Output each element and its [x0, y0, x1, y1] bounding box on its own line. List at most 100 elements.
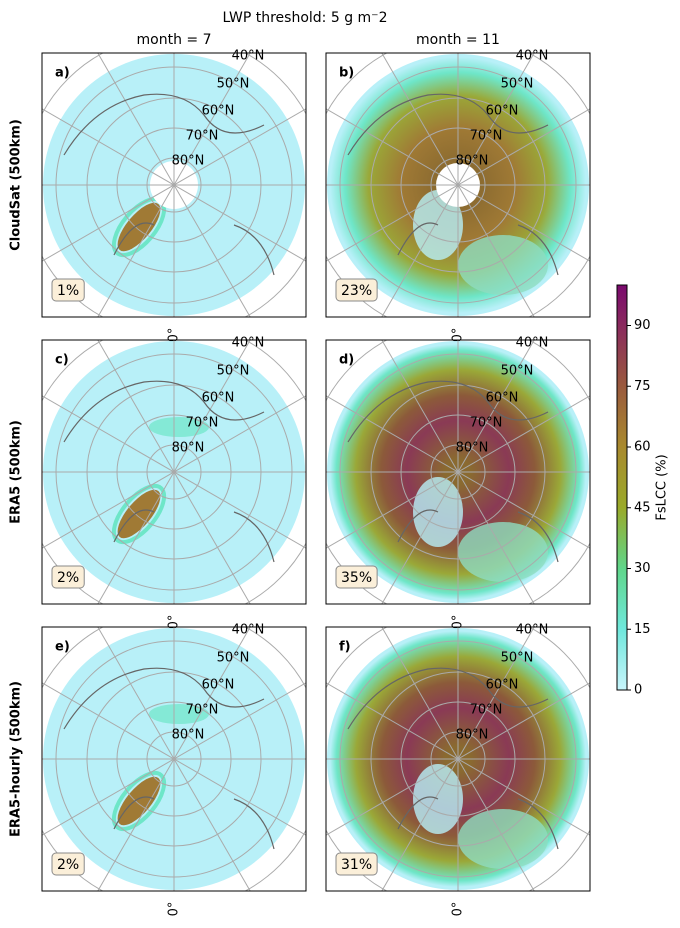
meridian-label: 0°: [451, 615, 466, 630]
latitude-label: 80°N: [172, 441, 205, 456]
panel-frame: [41, 52, 307, 318]
latitude-label: 50°N: [501, 364, 534, 379]
fslcc-value: 35%: [341, 570, 372, 586]
fslcc-box: [51, 852, 85, 876]
panel-letter: a): [55, 66, 70, 81]
coastline: [347, 380, 559, 563]
meridian-label: 0°: [451, 902, 466, 917]
meridian-label: 0°: [167, 615, 182, 630]
panel-frame: [325, 339, 591, 605]
latitude-label: 80°N: [172, 154, 205, 169]
colorbar-tick-label: 75: [634, 379, 651, 394]
latitude-label: 80°N: [456, 728, 489, 743]
latitude-label: 50°N: [217, 77, 250, 92]
latitude-label: 60°N: [202, 104, 235, 119]
meridian: [326, 108, 590, 262]
map-panel: [326, 340, 590, 604]
meridian-label: 0°: [167, 328, 182, 343]
meridian-label: 0°: [167, 902, 182, 917]
latitude-label: 80°N: [172, 728, 205, 743]
panel-frame: [325, 52, 591, 318]
fslcc-value: 2%: [57, 570, 79, 586]
latitude-label: 70°N: [186, 703, 219, 718]
meridian-label: 0°: [451, 328, 466, 343]
map-panel: [42, 53, 306, 317]
latitude-label: 70°N: [186, 416, 219, 431]
colorbar-tick-label: 45: [634, 500, 651, 515]
latitude-label: 40°N: [232, 49, 265, 64]
latitude-label: 60°N: [486, 104, 519, 119]
meridian: [326, 682, 590, 836]
fslcc-box: [335, 565, 378, 589]
greenland-field: [117, 202, 161, 252]
panel-frame: [41, 626, 307, 892]
greenland-field: [117, 489, 161, 539]
greenland-field: [117, 776, 161, 826]
colorbar-tick-label: 30: [634, 561, 651, 576]
fslcc-value: 23%: [341, 283, 372, 299]
low-region: [458, 809, 548, 869]
fslcc-box: [51, 278, 85, 302]
arctic-patch: [149, 417, 209, 437]
map-panel: [326, 627, 590, 891]
meridian: [42, 395, 306, 549]
coastline: [63, 380, 275, 563]
row-label: ERA5 (500km): [9, 420, 24, 524]
coastline: [347, 93, 559, 276]
latitude-label: 50°N: [217, 651, 250, 666]
row-label: CloudSat (500km): [9, 119, 24, 251]
colorbar-tick-label: 60: [634, 440, 651, 455]
meridian: [326, 395, 590, 549]
fslcc-value: 1%: [57, 283, 79, 299]
panel-letter: c): [55, 353, 69, 368]
latitude-label: 40°N: [232, 623, 265, 638]
latitude-label: 70°N: [186, 129, 219, 144]
latitude-label: 40°N: [232, 336, 265, 351]
fslcc-value: 2%: [57, 857, 79, 873]
latitude-label: 80°N: [456, 441, 489, 456]
fslcc-box: [335, 278, 378, 302]
latitude-label: 40°N: [516, 336, 549, 351]
latitude-label: 70°N: [470, 416, 503, 431]
column-title: month = 11: [416, 32, 500, 48]
latitude-label: 60°N: [202, 391, 235, 406]
latitude-label: 60°N: [486, 678, 519, 693]
row-label: ERA5-hourly (500km): [9, 681, 24, 837]
latitude-label: 60°N: [202, 678, 235, 693]
panel-letter: f): [339, 640, 351, 655]
colorbar-label: FsLCC (%): [655, 454, 670, 520]
colorbar-tick-label: 90: [634, 318, 651, 333]
latitude-label: 80°N: [456, 154, 489, 169]
column-title: month = 7: [137, 32, 212, 48]
latitude-label: 50°N: [217, 364, 250, 379]
latitude-label: 60°N: [486, 391, 519, 406]
coastline: [63, 667, 275, 850]
fslcc-value: 31%: [341, 857, 372, 873]
low-region: [458, 522, 548, 582]
latitude-label: 40°N: [516, 623, 549, 638]
meridian: [42, 108, 306, 262]
map-panel: [326, 53, 590, 317]
colorbar-tick-label: 15: [634, 622, 651, 637]
panel-frame: [325, 626, 591, 892]
latitude-label: 50°N: [501, 77, 534, 92]
panel-frame: [41, 339, 307, 605]
colorbar: [616, 284, 628, 691]
coastline: [63, 93, 275, 276]
low-region: [458, 235, 548, 295]
colorbar-tick-label: 0: [634, 683, 642, 698]
fslcc-box: [335, 852, 378, 876]
coastline: [347, 667, 559, 850]
latitude-label: 70°N: [470, 703, 503, 718]
panel-letter: d): [339, 353, 354, 368]
fslcc-box: [51, 565, 85, 589]
map-panel: [42, 627, 306, 891]
figure-title: LWP threshold: 5 g m⁻2: [223, 10, 388, 26]
map-panel: [42, 340, 306, 604]
panel-letter: e): [55, 640, 70, 655]
panel-letter: b): [339, 66, 354, 81]
latitude-label: 40°N: [516, 49, 549, 64]
latitude-label: 70°N: [470, 129, 503, 144]
latitude-label: 50°N: [501, 651, 534, 666]
